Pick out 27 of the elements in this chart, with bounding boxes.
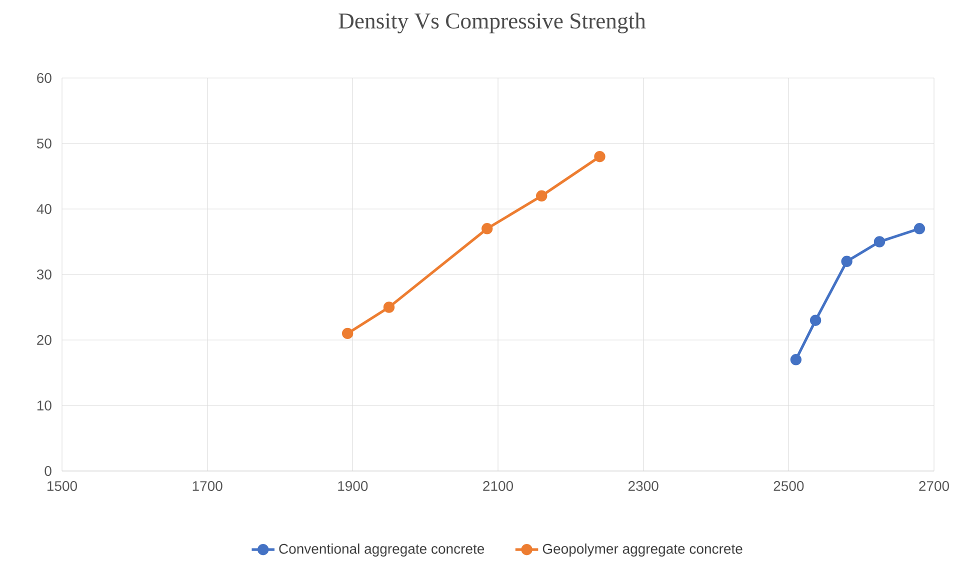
point xyxy=(536,190,548,202)
point xyxy=(874,236,886,248)
point xyxy=(810,314,822,326)
legend-label: Geopolymer aggregate concrete xyxy=(542,544,742,557)
point xyxy=(482,223,493,234)
chart-title: Density Vs Compressive Strength xyxy=(338,12,646,34)
y-tick-label: 50 xyxy=(36,138,52,148)
x-tick-label: 1900 xyxy=(338,481,368,491)
point xyxy=(914,223,926,234)
y-tick-label: 60 xyxy=(37,73,52,83)
y-tick-label: 20 xyxy=(37,335,52,345)
y-tick-label: 40 xyxy=(36,204,52,214)
point xyxy=(383,302,395,313)
y-tick-label: 0 xyxy=(44,466,52,476)
point xyxy=(594,151,606,162)
x-tick-label: 2100 xyxy=(483,481,514,491)
y-tick-label: 30 xyxy=(36,270,52,280)
x-tick-label: 2500 xyxy=(774,481,804,491)
point xyxy=(790,354,802,366)
x-tick-label: 2700 xyxy=(919,481,950,491)
x-tick-label: 1700 xyxy=(192,481,222,491)
legend-label: Conventional aggregate concrete xyxy=(279,544,484,557)
y-tick-label: 10 xyxy=(37,400,52,410)
x-tick-label: 1500 xyxy=(47,481,78,491)
point xyxy=(342,328,354,340)
point xyxy=(841,256,852,268)
x-tick-label: 2300 xyxy=(628,481,658,491)
